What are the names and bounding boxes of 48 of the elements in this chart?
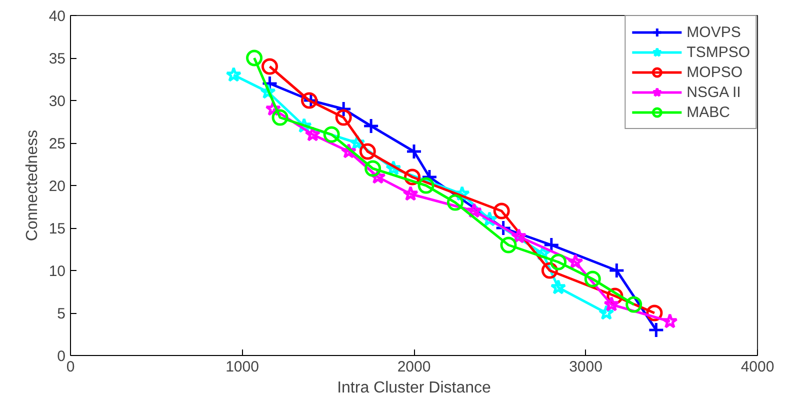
point (261, 58, 278, 75)
point (568, 254, 584, 269)
point (500, 236, 517, 254)
y-tick-label: 15 (48, 220, 66, 238)
point (402, 186, 418, 201)
x-tick-label: 2000 (397, 358, 431, 376)
point (364, 160, 382, 177)
legend-label: TSMPSO (686, 44, 750, 60)
point (550, 279, 566, 294)
x-tick-label: 1000 (226, 358, 259, 376)
y-axis-title: Connectedness (24, 130, 41, 242)
point (272, 109, 288, 126)
y-tick-label: 40 (48, 8, 66, 25)
point (604, 296, 620, 312)
point (598, 304, 614, 320)
x-axis-title: Intra Cluster Distance (337, 380, 492, 396)
point (584, 270, 601, 288)
point (304, 126, 321, 142)
point (446, 194, 464, 211)
point (335, 109, 352, 126)
y-tick-label: 5 (57, 306, 66, 322)
legend-label: MOVPS (686, 24, 741, 40)
point (662, 313, 678, 328)
point (406, 143, 422, 160)
point (418, 177, 434, 194)
legend-label: MOPSO (686, 64, 742, 80)
x-tick-label: 3000 (569, 358, 602, 376)
point (550, 254, 567, 270)
point (226, 66, 242, 82)
point (626, 296, 642, 313)
point (608, 262, 625, 279)
y-tick-label: 25 (48, 136, 66, 152)
point (362, 118, 380, 134)
y-tick-label: 10 (48, 263, 66, 280)
y-tick-label: 30 (48, 93, 66, 110)
y-tick-label: 0 (57, 348, 66, 365)
y-tick-label: 35 (48, 50, 66, 68)
y-tick-label: 20 (48, 178, 66, 195)
legend-label: NSGA II (686, 84, 741, 100)
point (359, 143, 376, 160)
point (246, 50, 263, 66)
legend-label: MABC (686, 104, 730, 120)
point (648, 322, 664, 338)
point (335, 100, 352, 118)
point (323, 126, 340, 143)
point (510, 228, 527, 244)
x-tick-label: 4000 (740, 358, 774, 376)
point (493, 202, 510, 220)
